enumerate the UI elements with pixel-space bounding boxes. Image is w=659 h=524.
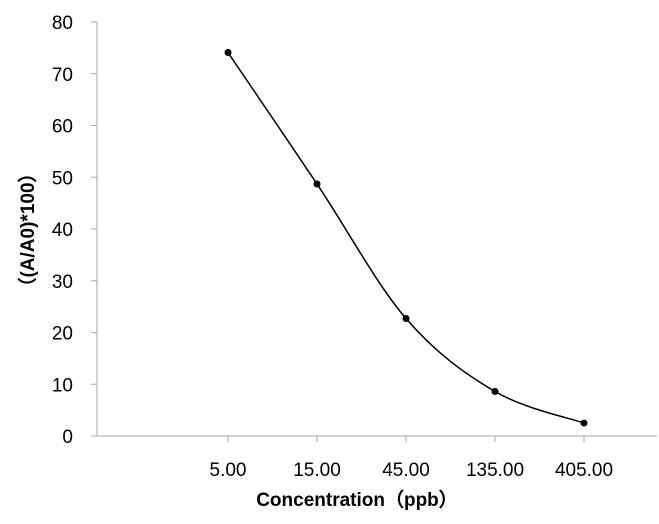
x-tick-label: 405.00 — [555, 460, 613, 481]
y-tick-label: 70 — [52, 65, 73, 86]
series — [224, 49, 588, 427]
x-tick-labels: 5.00 15.00 45.00 135.00 405.00 — [210, 460, 614, 481]
y-tick-label: 30 — [52, 272, 73, 293]
y-tick-label: 80 — [52, 13, 73, 34]
y-tick-label: 0 — [62, 427, 73, 448]
data-point — [491, 387, 499, 395]
data-point — [224, 49, 232, 57]
x-tick-label: 5.00 — [210, 460, 247, 481]
y-tick-labels: 0 10 20 30 40 50 60 70 80 — [52, 13, 73, 448]
x-tick-label: 15.00 — [293, 460, 341, 481]
data-point — [580, 419, 588, 427]
y-tick-label: 50 — [52, 168, 73, 189]
y-tick-label: 60 — [52, 117, 73, 138]
y-tick-label: 10 — [52, 375, 73, 396]
x-tick-label: 45.00 — [382, 460, 430, 481]
series-line — [227, 52, 585, 424]
data-point — [313, 180, 321, 188]
data-point — [402, 315, 410, 323]
y-axis-title: （(A/A0)*100） — [16, 163, 39, 296]
axes — [91, 21, 657, 442]
x-axis-title: Concentration（ppb） — [256, 488, 458, 511]
y-tick-label: 20 — [52, 324, 73, 345]
x-tick-label: 135.00 — [466, 460, 524, 481]
y-tick-label: 40 — [52, 220, 73, 241]
